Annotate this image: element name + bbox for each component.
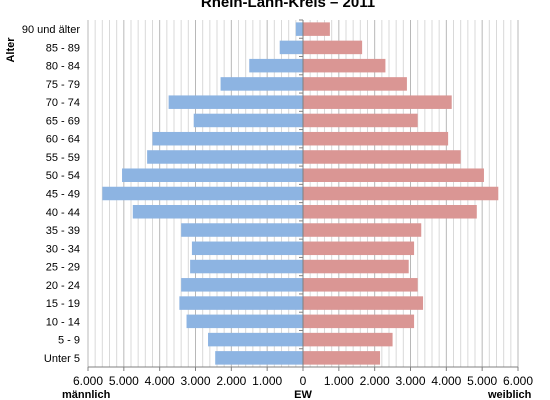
bar-maennlich: [186, 314, 303, 329]
category-label: 40 - 44: [46, 207, 80, 219]
bar-weiblich: [303, 58, 386, 73]
bar-weiblich: [303, 205, 477, 219]
category-label: 5 - 9: [58, 335, 80, 347]
bar-weiblich: [303, 150, 461, 164]
bar-weiblich: [303, 131, 449, 146]
bar-maennlich: [168, 95, 303, 109]
x-axis-title: EW: [294, 389, 312, 400]
bar-maennlich: [147, 150, 303, 164]
bar-weiblich: [303, 332, 393, 347]
x-tick-label: 6.000: [73, 374, 103, 388]
bar-weiblich: [303, 296, 424, 310]
bar-weiblich: [303, 113, 418, 128]
x-tick-label: 2.000: [216, 374, 246, 388]
x-tick-label: 3.000: [180, 374, 210, 388]
left-label-maennlich: männlich: [62, 389, 111, 400]
bar-maennlich: [179, 296, 303, 310]
bar-maennlich: [208, 332, 303, 347]
x-tick-label: 5.000: [467, 374, 497, 388]
bar-maennlich: [181, 278, 303, 292]
bar-maennlich: [295, 22, 303, 36]
category-label: 80 - 84: [46, 61, 80, 73]
bar-maennlich: [132, 205, 303, 219]
bar-maennlich: [279, 40, 303, 55]
bar-maennlich: [190, 259, 303, 274]
category-label: 90 und älter: [22, 24, 80, 36]
bar-maennlich: [193, 113, 303, 128]
x-tick-label: 4.000: [145, 374, 175, 388]
bar-weiblich: [303, 278, 418, 292]
bar-weiblich: [303, 241, 415, 256]
category-label: 10 - 14: [46, 316, 80, 328]
axes: Unter 5 5 - 9 10 - 14 15 - 19 20 - 24 25 - 29…: [22, 19, 533, 388]
category-label: 20 - 24: [46, 280, 80, 292]
y-axis-title: Alter: [5, 37, 17, 63]
bar-weiblich: [303, 95, 452, 109]
bar-maennlich: [122, 168, 304, 182]
category-label: 60 - 64: [46, 134, 80, 146]
x-tick-label: 3.000: [395, 374, 425, 388]
category-label: 75 - 79: [46, 79, 80, 91]
x-tick-label: 5.000: [109, 374, 139, 388]
chart-title: Rhein-Lahn-Kreis – 2011: [201, 0, 375, 11]
x-tick-label: 2.000: [360, 374, 390, 388]
bar-weiblich: [303, 186, 499, 201]
bar-weiblich: [303, 77, 407, 91]
category-label: 30 - 34: [46, 243, 80, 255]
bar-maennlich: [181, 223, 303, 237]
bar-weiblich: [303, 40, 363, 55]
x-tick-label: 1.000: [252, 374, 282, 388]
bar-weiblich: [303, 22, 330, 36]
right-label-weiblich: weiblich: [487, 389, 532, 400]
bar-maennlich: [102, 186, 303, 201]
bar-weiblich: [303, 168, 484, 182]
bar-weiblich: [303, 351, 381, 365]
x-tick-label: 6.000: [503, 374, 533, 388]
category-label: 50 - 54: [46, 170, 80, 182]
category-label: 45 - 49: [46, 189, 80, 201]
bar-maennlich: [249, 58, 303, 73]
category-label: 55 - 59: [46, 152, 80, 164]
category-label: 70 - 74: [46, 97, 80, 109]
x-tick-label: 4.000: [431, 374, 461, 388]
category-label: 25 - 29: [46, 262, 80, 274]
category-label: 15 - 19: [46, 298, 80, 310]
category-label: Unter 5: [44, 353, 80, 365]
x-tick-label: 1.000: [324, 374, 354, 388]
bar-weiblich: [303, 314, 415, 329]
bar-maennlich: [220, 77, 303, 91]
bar-maennlich: [152, 131, 303, 146]
x-tick-label: 0: [300, 374, 307, 388]
category-label: 65 - 69: [46, 115, 80, 127]
bar-weiblich: [303, 259, 409, 274]
bar-maennlich: [191, 241, 303, 256]
category-label: 35 - 39: [46, 225, 80, 237]
bar-maennlich: [215, 351, 303, 365]
category-label: 85 - 89: [46, 42, 80, 54]
bars: [102, 22, 499, 365]
bar-weiblich: [303, 223, 422, 237]
